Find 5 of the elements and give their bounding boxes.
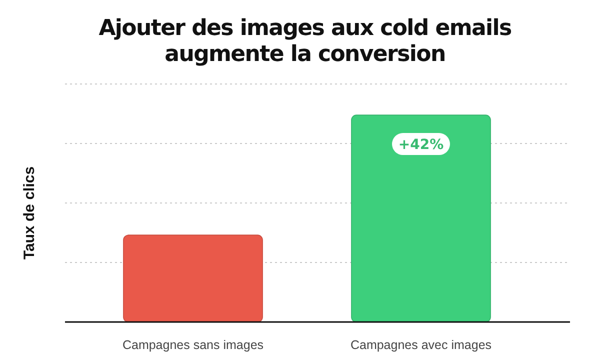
annotation: +42%	[398, 137, 444, 154]
x-tick-label: Campagnes sans images	[122, 338, 264, 352]
y-axis-title: Taux de clics	[21, 166, 38, 260]
chart-title: Ajouter des images aux cold emails augmente la conversion	[98, 16, 512, 67]
x-tick-label: Campagnes avec images	[350, 338, 492, 352]
